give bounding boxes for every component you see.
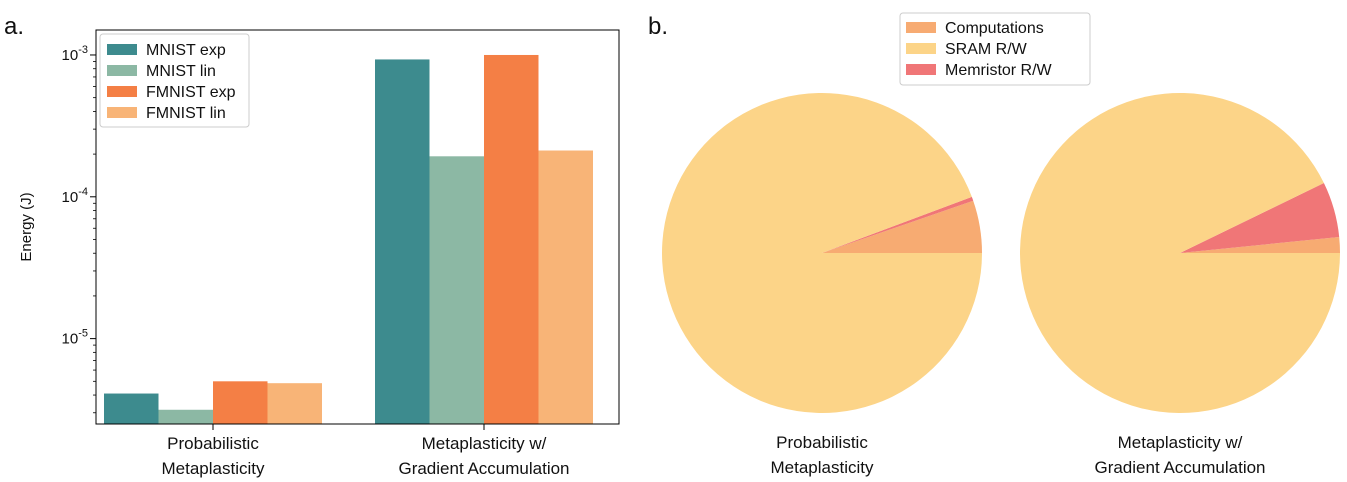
legend-label: FMNIST exp bbox=[146, 84, 236, 101]
legend-frame bbox=[99, 33, 250, 128]
x-tick-label: Probabilistic Metaplasticity bbox=[162, 434, 265, 478]
legend-swatch bbox=[107, 65, 137, 76]
bar-fmnist-lin-2 bbox=[538, 150, 593, 424]
legend-label: FMNIST lin bbox=[146, 105, 226, 122]
legend-swatch bbox=[107, 44, 137, 55]
x-tick-label: Metaplasticity w/Gradient Accumulation bbox=[398, 434, 569, 478]
pie-1-label: Probabilistic Metaplasticity bbox=[771, 433, 874, 477]
bar-mnist-exp-2 bbox=[375, 59, 430, 424]
pie-1-slice-memristor-r-w bbox=[822, 196, 974, 253]
pie-legend-swatch bbox=[906, 64, 936, 75]
pie-2-label: Metaplasticity w/Gradient Accumulation bbox=[1094, 433, 1265, 477]
panel-b-label: b. bbox=[648, 13, 668, 40]
bar-mnist-exp-1 bbox=[104, 393, 159, 424]
bar-mnist-lin-2 bbox=[429, 156, 484, 424]
legend-label: MNIST lin bbox=[146, 63, 216, 80]
pie-1-slice-sram-r-w bbox=[662, 93, 982, 414]
pie-legend-label: Computations bbox=[945, 20, 1044, 37]
pie-legend: Computations SRAM R/W Memristor R/W bbox=[899, 12, 1091, 86]
pie-chart: Probabilistic Metaplasticity Metaplasticit… bbox=[662, 12, 1340, 477]
pie-legend-swatch bbox=[906, 43, 936, 54]
pie-2-slice-sram-r-w bbox=[1020, 92, 1340, 413]
pie-legend-label: Memristor R/W bbox=[945, 62, 1053, 79]
legend: MNIST exp MNIST lin FMNIST exp FMNIST lin bbox=[99, 33, 250, 128]
pie-2-slice-memristor-r-w bbox=[1180, 183, 1340, 253]
bar-mnist-lin-1 bbox=[158, 409, 213, 424]
y-tick-label: 10-4 bbox=[62, 186, 88, 206]
pie-2-slice-computations bbox=[1180, 236, 1340, 253]
y-tick-label: 10-3 bbox=[62, 44, 88, 64]
pie-legend-label: SRAM R/W bbox=[945, 41, 1028, 58]
panel-a-label: a. bbox=[4, 13, 24, 40]
legend-label: MNIST exp bbox=[146, 42, 226, 59]
pie-1-slice-computations bbox=[822, 200, 982, 253]
bar-chart: 10-5 10-4 10-3 Probabilistic Metaplasticity M… bbox=[18, 29, 620, 478]
pie-legend-swatch bbox=[906, 22, 936, 33]
legend-swatch bbox=[107, 86, 137, 97]
y-axis-label: Energy (J) bbox=[18, 192, 35, 261]
y-tick-label: 10-5 bbox=[62, 328, 88, 348]
plot-frame bbox=[95, 29, 620, 425]
legend-swatch bbox=[107, 107, 137, 118]
bar-fmnist-exp-1 bbox=[213, 381, 268, 424]
bar-fmnist-lin-1 bbox=[267, 383, 322, 424]
pie-legend-frame bbox=[899, 12, 1091, 86]
bar-fmnist-exp-2 bbox=[484, 54, 539, 425]
